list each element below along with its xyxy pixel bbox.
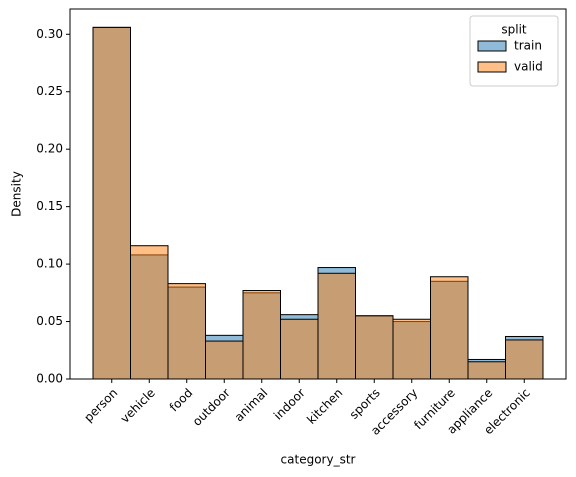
x-tick-label: food: [167, 386, 196, 415]
bar: [167, 283, 206, 380]
plot-frame: [69, 8, 567, 380]
bar: [355, 315, 394, 380]
bar: [205, 340, 244, 380]
bar: [505, 339, 544, 380]
x-tick-label: indoor: [271, 386, 308, 423]
legend-label: train: [514, 39, 542, 53]
x-tick-label: sports: [347, 386, 383, 422]
legend-swatch: [477, 40, 507, 52]
bar: [467, 361, 506, 380]
x-axis-label: category_str: [281, 453, 356, 467]
bar: [430, 276, 469, 380]
legend-title: split: [501, 23, 527, 37]
legend-label: valid: [514, 60, 543, 74]
y-tick-label: 0.00: [36, 372, 63, 386]
legend-swatch: [477, 61, 507, 73]
bar: [317, 272, 356, 380]
bar: [242, 290, 281, 380]
x-tick-label: outdoor: [190, 386, 233, 429]
bar: [130, 245, 169, 380]
y-tick-label: 0.30: [36, 27, 63, 41]
bar: [280, 318, 319, 380]
y-tick-label: 0.10: [36, 257, 63, 271]
x-tick-label: animal: [232, 386, 271, 425]
y-tick-label: 0.05: [36, 314, 63, 328]
x-tick-label: kitchen: [304, 386, 345, 427]
x-tick-label: person: [81, 386, 120, 425]
y-tick-label: 0.25: [36, 84, 63, 98]
y-axis-label: Density: [10, 171, 24, 217]
bar: [92, 26, 131, 380]
y-tick-label: 0.20: [36, 142, 63, 156]
bar: [392, 318, 431, 380]
x-tick-label: vehicle: [118, 386, 158, 426]
y-tick-label: 0.15: [36, 199, 63, 213]
